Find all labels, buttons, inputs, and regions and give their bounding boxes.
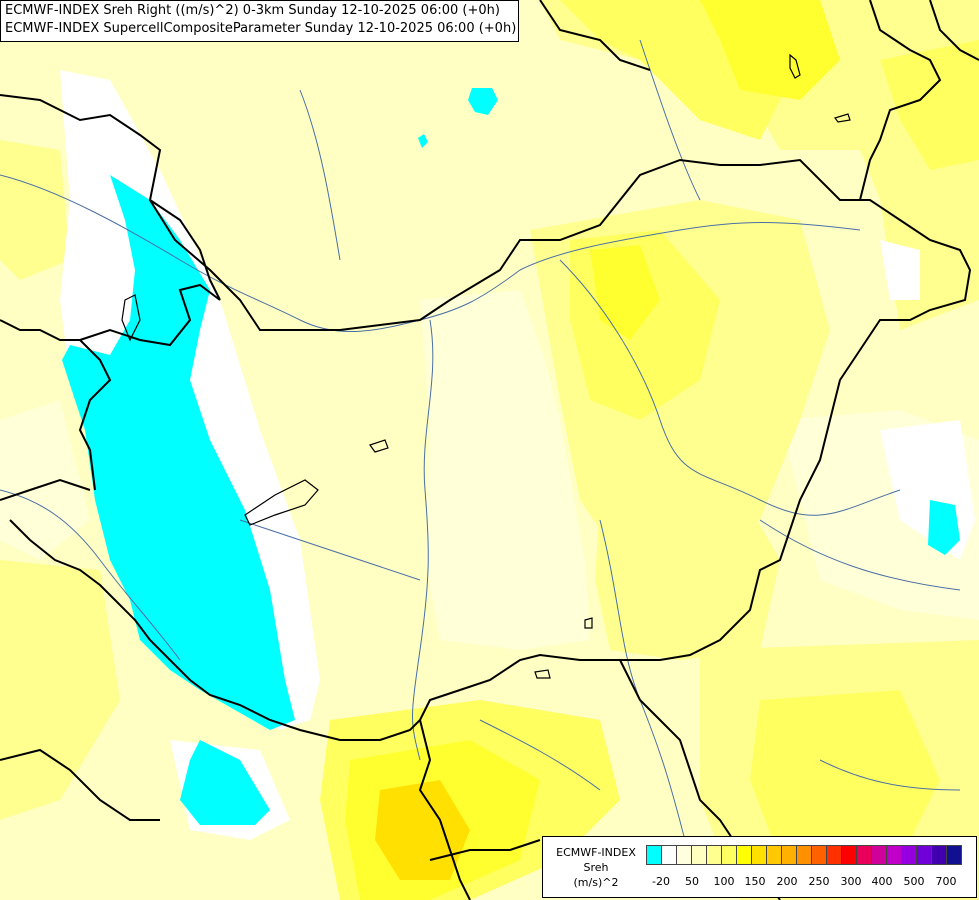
lake-balaton [244,479,319,526]
legend-swatch [811,845,827,865]
legend-tick-label: -20 [652,875,670,888]
legend-swatch [751,845,767,865]
legend-swatch [646,845,662,865]
color-legend: ECMWF-INDEX Sreh (m/s)^2 -20 50 100 150 200 2… [542,836,977,898]
legend-ticks: -20 50 100 150 200 250 300 400 500 700 [646,875,972,891]
field-cyan [62,88,960,825]
lakes [121,53,851,679]
legend-tick-label: 500 [903,875,925,888]
legend-swatch [841,845,857,865]
legend-swatch [916,845,932,865]
legend-swatch [676,845,692,865]
legend-source: ECMWF-INDEX [556,846,636,859]
legend-tick-label: 50 [685,875,699,888]
legend-swatches [646,845,962,865]
legend-swatch [721,845,737,865]
legend-variable: Sreh [583,861,609,874]
legend-swatch [931,845,947,865]
legend-caption: ECMWF-INDEX Sreh (m/s)^2 [549,845,643,890]
legend-tick-label: 700 [935,875,957,888]
legend-tick-label: 250 [808,875,830,888]
title-line-2: ECMWF-INDEX SupercellCompositeParameter … [5,21,517,36]
legend-swatch [766,845,782,865]
legend-tick-label: 300 [840,875,862,888]
legend-swatch [706,845,722,865]
legend-tick-label: 400 [871,875,893,888]
legend-swatch [826,845,842,865]
lake-neusiedl [121,294,141,342]
title-line-1: ECMWF-INDEX Sreh Right ((m/s)^2) 0-3km S… [5,3,500,18]
legend-swatch [691,845,707,865]
legend-swatch [661,845,677,865]
legend-swatch [901,845,917,865]
legend-tick-label: 100 [713,875,735,888]
legend-tick-label: 150 [744,875,766,888]
legend-unit: (m/s)^2 [573,876,619,889]
legend-tick-label: 200 [776,875,798,888]
legend-swatch [886,845,902,865]
legend-swatch [946,845,962,865]
legend-swatch [796,845,812,865]
legend-swatch [856,845,872,865]
map-title-box: ECMWF-INDEX Sreh Right ((m/s)^2) 0-3km S… [0,0,519,42]
legend-swatch [736,845,752,865]
legend-swatch [781,845,797,865]
legend-swatch [871,845,887,865]
